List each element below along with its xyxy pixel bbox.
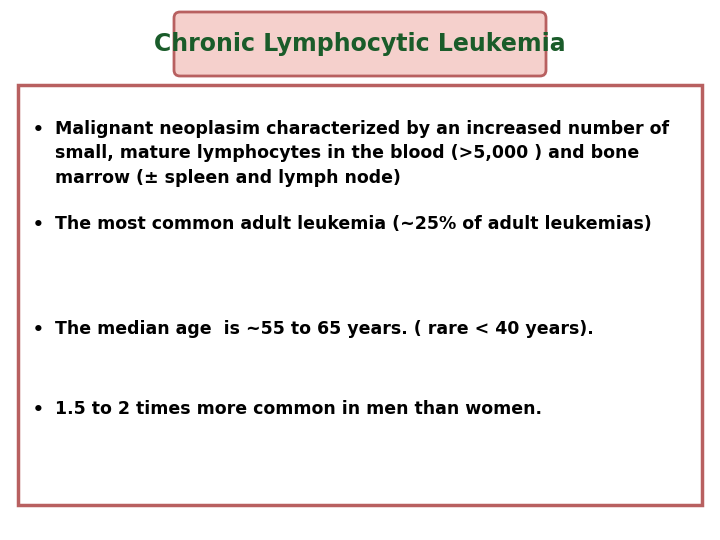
Text: •: • — [32, 215, 45, 235]
Text: The most common adult leukemia (~25% of adult leukemias): The most common adult leukemia (~25% of … — [55, 215, 652, 233]
FancyBboxPatch shape — [174, 12, 546, 76]
Text: Malignant neoplasim characterized by an increased number of
small, mature lympho: Malignant neoplasim characterized by an … — [55, 120, 669, 187]
Text: 1.5 to 2 times more common in men than women.: 1.5 to 2 times more common in men than w… — [55, 400, 542, 418]
Text: •: • — [32, 320, 45, 340]
Text: The median age  is ~55 to 65 years. ( rare < 40 years).: The median age is ~55 to 65 years. ( rar… — [55, 320, 594, 338]
Text: Chronic Lymphocytic Leukemia: Chronic Lymphocytic Leukemia — [154, 32, 566, 56]
Text: •: • — [32, 400, 45, 420]
FancyBboxPatch shape — [18, 85, 702, 505]
Text: •: • — [32, 120, 45, 140]
